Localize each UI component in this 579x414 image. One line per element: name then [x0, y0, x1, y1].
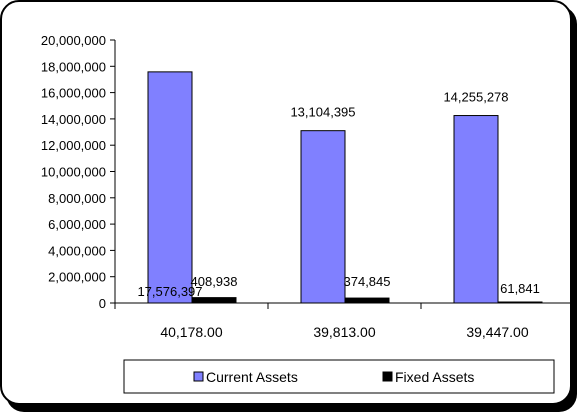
y-tick-label: 4,000,000: [48, 243, 106, 258]
legend-box: [123, 359, 555, 394]
x-tick-label: 40,178.00: [160, 324, 222, 340]
bar-current-assets: [453, 115, 499, 304]
legend: Current Assets Fixed Assets: [123, 359, 555, 394]
y-tick-label: 2,000,000: [48, 270, 106, 285]
data-label-current-assets: 13,104,395: [290, 105, 355, 120]
bar-fixed-assets: [497, 301, 543, 304]
bar-fixed-assets: [191, 297, 237, 304]
y-tick-label: 14,000,000: [41, 112, 106, 127]
y-tick-label: 6,000,000: [48, 217, 106, 232]
data-label-fixed-assets: 374,845: [344, 274, 391, 289]
y-tick-label: 10,000,000: [41, 165, 106, 180]
y-tick-label: 0: [99, 296, 106, 311]
y-tick-label: 16,000,000: [41, 86, 106, 101]
data-label-fixed-assets: 408,938: [191, 274, 238, 289]
data-label-current-assets: 14,255,278: [443, 90, 508, 105]
bars: [147, 71, 543, 304]
y-tick-label: 12,000,000: [41, 138, 106, 153]
bar-current-assets: [300, 130, 346, 304]
data-label-fixed-assets: 61,841: [500, 281, 540, 296]
y-tick-label: 18,000,000: [41, 59, 106, 74]
bar-current-assets: [147, 71, 193, 304]
legend-label-fixed-assets: Fixed Assets: [395, 369, 474, 385]
y-tick-label: 20,000,000: [41, 33, 106, 48]
legend-swatch-fixed-assets: [382, 371, 393, 382]
legend-swatch-current-assets: [193, 371, 204, 382]
data-label-current-assets: 17,576,397: [137, 284, 202, 299]
bar-fixed-assets: [344, 297, 390, 304]
x-tick-label: 39,813.00: [313, 324, 375, 340]
data-labels: 17,576,397 13,104,395 14,255,278 408,938 374…: [137, 90, 539, 299]
y-tick-label: 8,000,000: [48, 191, 106, 206]
legend-label-current-assets: Current Assets: [206, 369, 298, 385]
x-tick-label: 39,447.00: [466, 324, 528, 340]
axes: 0 2,000,000 4,000,000 6,000,000 8,000,000 10,…: [41, 33, 575, 340]
